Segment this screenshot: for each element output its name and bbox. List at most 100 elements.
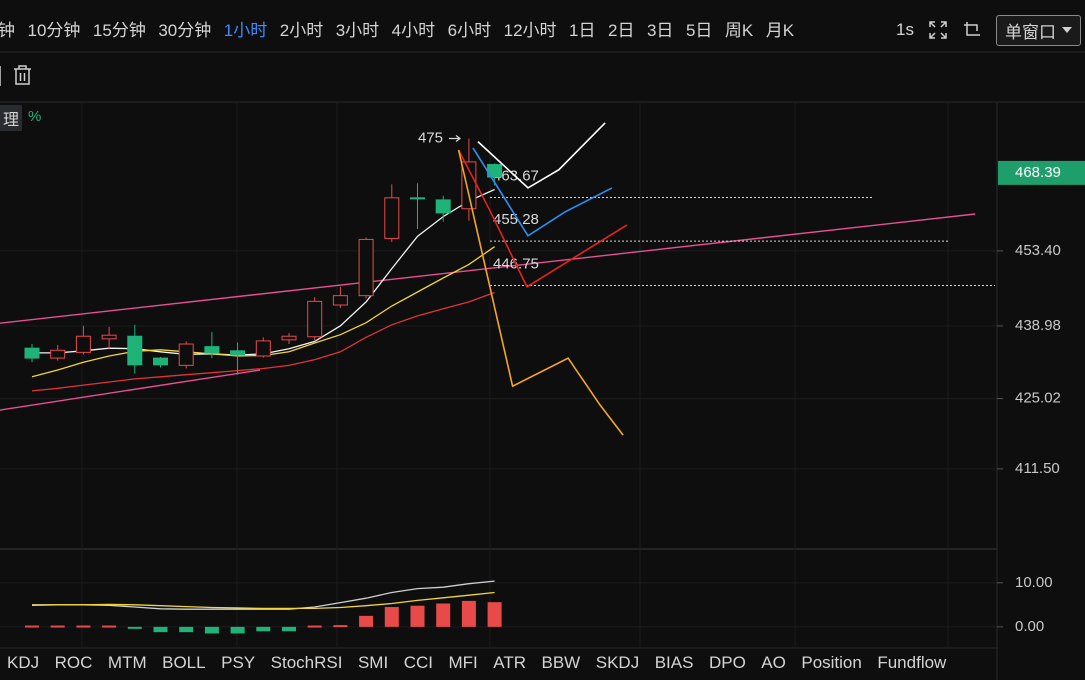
candle-body <box>358 238 374 297</box>
interval-button[interactable]: 2小时 <box>279 20 324 40</box>
histogram-bar <box>179 626 194 633</box>
interval-button[interactable]: 3小时 <box>335 20 380 40</box>
interval-button[interactable]: 3日 <box>646 20 674 40</box>
tag: 理 <box>0 105 22 131</box>
candle-body <box>153 357 168 366</box>
interval-button[interactable]: 2日 <box>608 20 635 40</box>
histogram-bar <box>307 625 322 628</box>
level-label: 455.28 <box>493 211 539 228</box>
candle-body <box>255 340 271 357</box>
indicator-tab[interactable]: StochRSI <box>270 652 343 672</box>
histogram-bar <box>204 626 219 634</box>
indicator-tab[interactable]: CCI <box>403 652 433 672</box>
histogram-bar <box>76 625 91 628</box>
last-price-label: 468.39 <box>1015 164 1061 181</box>
histogram-bar <box>384 607 399 627</box>
candle-body <box>281 335 297 341</box>
drawing-line <box>477 122 606 189</box>
histogram-bar <box>127 626 142 629</box>
histogram-bar <box>333 625 348 628</box>
indicator-tab[interactable]: DPO <box>708 652 746 672</box>
window-mode-select[interactable]: 单窗口 <box>996 14 1081 46</box>
drawing-line <box>457 149 624 436</box>
indicator-line <box>32 580 495 610</box>
y-tick-label: 438.98 <box>1015 317 1061 334</box>
histogram-bar <box>153 626 168 633</box>
y-tick-label: 10.00 <box>1015 574 1053 591</box>
candle-body <box>127 335 143 366</box>
candle-body <box>410 197 425 200</box>
dropdown-caret <box>1062 27 1072 33</box>
interval-button[interactable]: 5日 <box>685 20 713 40</box>
histogram-bar <box>256 626 271 632</box>
candle-body <box>50 349 66 359</box>
indicator-tab[interactable]: SKDJ <box>595 652 640 672</box>
speed[interactable]: 1s <box>896 20 914 39</box>
histogram-bar <box>359 615 374 627</box>
histogram-bar <box>230 626 245 634</box>
trendline <box>0 369 261 411</box>
indicator-tab[interactable]: BIAS <box>654 652 694 672</box>
y-tick-label: 0.00 <box>1015 618 1044 635</box>
interval-button[interactable]: 30分钟 <box>158 20 212 40</box>
indicator-tab[interactable]: Fundflow <box>877 652 947 672</box>
indicator-tab[interactable]: BOLL <box>162 652 206 672</box>
indicator-tab[interactable]: MFI <box>448 652 478 672</box>
candle-body <box>204 346 220 354</box>
ma-line <box>31 291 495 392</box>
trash-icon[interactable] <box>0 65 31 86</box>
screenshot-icon[interactable] <box>962 20 982 40</box>
drawing-line <box>472 147 613 237</box>
interval-button[interactable]: 12小时 <box>503 20 557 40</box>
window-mode-label: 单窗口 <box>1005 22 1056 42</box>
candle-body <box>307 300 323 338</box>
candle-body <box>435 199 451 214</box>
interval-button[interactable]: 周K <box>724 20 754 40</box>
interval-button[interactable]: 6小时 <box>447 20 492 40</box>
candle-body <box>75 335 91 353</box>
indicator-tab[interactable]: ROC <box>54 652 93 672</box>
trash-glyph <box>14 65 31 85</box>
interval-button[interactable]: 1日 <box>569 20 596 40</box>
interval-button[interactable]: 1小时 <box>223 20 268 40</box>
indicator-tab[interactable]: AO <box>761 652 786 672</box>
y-tick-label: 411.50 <box>1015 460 1060 477</box>
interval-button[interactable]: 月K <box>765 20 795 40</box>
indicator-line <box>31 591 495 610</box>
interval-button[interactable]: 10分钟 <box>27 20 81 40</box>
candle-body <box>384 197 400 239</box>
interval-button[interactable]: 钟 <box>0 20 15 40</box>
candle-body <box>101 334 117 340</box>
last-price-badge <box>998 160 1085 185</box>
annotation-arrow <box>449 135 461 142</box>
annotation: 475 <box>418 129 443 146</box>
interval-button[interactable]: 15分钟 <box>92 20 146 40</box>
histogram-bar <box>102 625 117 628</box>
indicator-tab[interactable]: SMI <box>357 652 389 672</box>
y-tick-label: 453.40 <box>1015 242 1061 259</box>
candle-body <box>24 347 40 359</box>
ma-line <box>32 188 495 356</box>
drawing-line <box>457 149 628 288</box>
interval-toolbar: 钟 10分钟 15分钟 30分钟 1小时 2小时 3小时 4小时 6小时 12小时 1日 2日 3日 5日… <box>0 14 794 42</box>
indicator-tab[interactable]: MTM <box>107 652 147 672</box>
interval-button[interactable]: 4小时 <box>391 20 436 40</box>
histogram-bar <box>50 625 65 628</box>
indicator-tab[interactable]: ATR <box>493 652 526 672</box>
fullscreen-icon[interactable] <box>928 20 948 40</box>
screenshot-glyph <box>964 22 980 36</box>
indicator-tabs: KDJ ROC MTM BOLL PSY StochRSI SMI CCI MFI ATR BBW S… <box>7 650 946 675</box>
candle-body <box>332 295 348 306</box>
candle-body <box>461 161 477 210</box>
indicator-tab[interactable]: PSY <box>221 652 256 672</box>
fullscreen-glyph <box>929 21 947 39</box>
indicator-tab[interactable]: KDJ <box>7 652 40 672</box>
histogram-bar <box>410 605 425 627</box>
indicator-tab[interactable]: BBW <box>541 652 581 672</box>
candle-body <box>230 350 246 356</box>
indicator-tab[interactable]: Position <box>801 652 862 672</box>
caret-glyph <box>1062 27 1072 33</box>
histogram-bar <box>461 600 476 627</box>
histogram-bar <box>487 602 502 627</box>
